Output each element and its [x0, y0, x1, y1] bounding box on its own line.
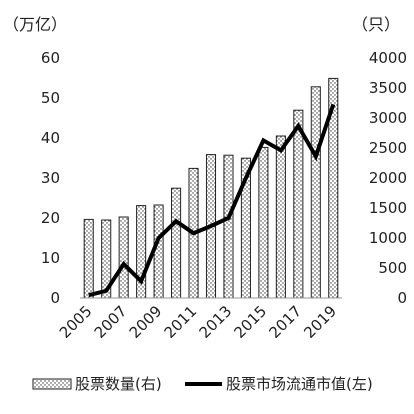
bar	[136, 205, 147, 299]
right-tick-label: 3000	[369, 109, 407, 127]
bar	[275, 135, 286, 299]
right-tick-label: 4000	[369, 49, 407, 67]
x-tick-label: 2011	[161, 302, 201, 342]
right-tick-label: 3500	[369, 79, 407, 97]
left-tick-label: 0	[50, 289, 60, 307]
right-tick-label: 0	[397, 289, 407, 307]
left-tick-label: 60	[41, 49, 60, 67]
bar	[83, 218, 94, 299]
right-axis-ticks: 0 500 1000 1500 2000 2500 3000 3500 4000	[369, 49, 407, 307]
bar	[171, 187, 182, 299]
right-tick-label: 2500	[369, 139, 407, 157]
left-tick-label: 20	[41, 209, 60, 227]
bar	[118, 216, 129, 299]
x-tick-label: 2007	[91, 302, 131, 342]
right-axis-unit: （只）	[352, 15, 400, 34]
left-tick-label: 50	[41, 89, 60, 107]
legend-line-label: 股票市场流通市值(左)	[226, 375, 373, 393]
line-series	[88, 103, 336, 298]
legend: 股票数量(右) 股票市场流通市值(左)	[32, 375, 373, 393]
left-tick-label: 10	[41, 249, 60, 267]
bar	[310, 86, 321, 299]
bar	[258, 146, 269, 299]
right-tick-label: 1500	[369, 199, 407, 217]
x-tick-label: 2009	[126, 302, 166, 342]
left-tick-label: 40	[41, 129, 60, 147]
left-axis-unit: （万亿）	[3, 15, 67, 34]
left-tick-label: 30	[41, 169, 60, 187]
x-tick-label: 2017	[265, 302, 305, 342]
bar	[223, 154, 234, 299]
right-tick-label: 1000	[369, 229, 407, 247]
right-tick-label: 500	[378, 259, 407, 277]
x-tick-label: 2019	[300, 302, 340, 342]
bar	[153, 204, 164, 299]
legend-bar-swatch	[32, 378, 72, 390]
right-tick-label: 2000	[369, 169, 407, 187]
x-tick-label: 2015	[230, 302, 270, 342]
bar	[293, 109, 304, 299]
legend-bar-label: 股票数量(右)	[75, 375, 162, 393]
x-tick-label: 2005	[56, 302, 96, 342]
x-tick-label: 2013	[196, 302, 236, 342]
left-axis-ticks: 0 10 20 30 40 50 60	[41, 49, 60, 307]
